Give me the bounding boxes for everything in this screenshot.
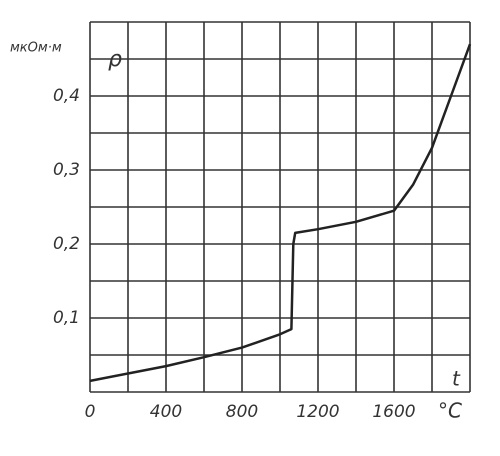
y-tick-label: 0,1 xyxy=(53,308,80,328)
x-label: t xyxy=(452,367,461,391)
x-tick-label: 800 xyxy=(226,402,258,422)
x-tick-label: 1200 xyxy=(296,402,339,422)
y-tick-label: 0,3 xyxy=(53,160,80,180)
line xyxy=(89,43,472,383)
y-unit: мкОм·м xyxy=(10,41,62,56)
y-tick-label: 0,2 xyxy=(53,234,80,254)
y-tick-label: 0,4 xyxy=(53,86,80,106)
x-tick-label: 400 xyxy=(150,402,182,422)
x-tick-label: 0 xyxy=(85,402,96,422)
x-unit: °C xyxy=(438,399,462,423)
x-tick-label: 1600 xyxy=(372,402,415,422)
